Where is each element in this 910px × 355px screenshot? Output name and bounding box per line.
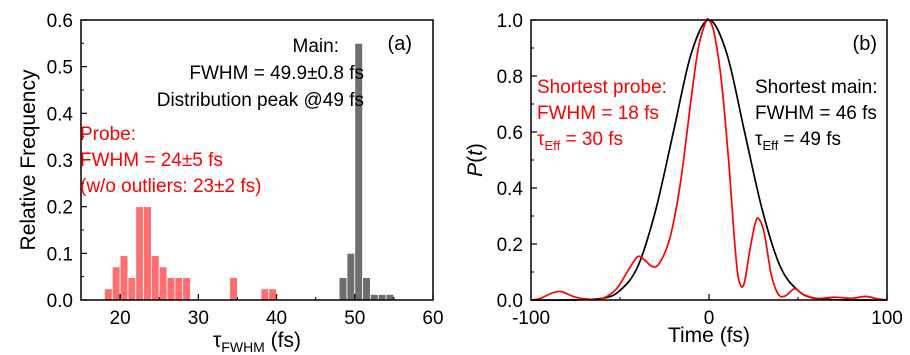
annotation-line: FWHM = 24±5 fs [80, 150, 223, 171]
annotation-probe-b: Shortest probe: FWHM = 18 fs τEff = 30 f… [537, 77, 667, 153]
y-tick-label: 0.4 [47, 104, 74, 125]
histogram-bar [260, 288, 270, 301]
histogram-bar [338, 277, 348, 301]
y-axis-label-a: Relative Frequency [17, 69, 40, 250]
y-tick-label: 0.4 [497, 179, 524, 200]
y-tick-label: 0.0 [497, 291, 523, 312]
x-tick-label: 60 [422, 308, 443, 329]
histogram-bar [174, 277, 184, 301]
annotation-line: τEff = 30 fs [537, 129, 623, 153]
histogram-bar [111, 266, 121, 301]
x-tick-label: 50 [344, 308, 365, 329]
histogram-bar [377, 293, 387, 301]
histogram-bar [150, 255, 160, 301]
annotation-probe-a: Probe: FWHM = 24±5 fs (w/o outliers: 23±… [80, 124, 262, 197]
histogram-bar [385, 293, 395, 301]
x-tick-label: -100 [512, 308, 550, 329]
histogram-bar [362, 277, 371, 301]
annotation-line: Distribution peak @49 fs [157, 90, 364, 111]
annotation-line: Shortest main: [755, 77, 878, 98]
y-tick-label: 0.3 [47, 151, 73, 172]
panel-b: -100 0 100 0.0 0.2 0.4 0.6 0.8 1.0 (b) P(t) Tim… [464, 11, 903, 347]
series-line [530, 19, 888, 301]
annotation-line: FWHM = 46 fs [755, 103, 877, 124]
y-tick-labels-a: 0.0 0.1 0.2 0.3 0.4 0.5 0.6 [47, 11, 74, 312]
panel-label-b: (b) [853, 33, 877, 55]
annotation-line: Shortest probe: [537, 77, 667, 98]
x-tick-label: 0 [704, 308, 715, 329]
y-tick-label: 0.8 [497, 67, 523, 88]
annotation-line: FWHM = 18 fs [537, 103, 659, 124]
histogram-bar [135, 206, 144, 301]
y-tick-labels-b: 0.0 0.2 0.4 0.6 0.8 1.0 [497, 11, 524, 312]
series-line [530, 17, 888, 301]
tick-marks-a [80, 19, 434, 301]
y-tick-label: 0.2 [497, 235, 523, 256]
annotation-line: τEff = 49 fs [755, 129, 841, 153]
y-tick-label: 0.5 [47, 58, 73, 79]
panel-label-a: (a) [388, 33, 412, 55]
histogram-bar [370, 293, 379, 301]
histogram-bar [143, 206, 152, 301]
annotation-line: Main: [293, 36, 339, 57]
histogram-bar [268, 288, 277, 301]
y-tick-label: 0.0 [47, 291, 73, 312]
histogram-bar [104, 288, 113, 301]
histogram-bar [346, 252, 356, 301]
x-tick-label: 100 [871, 308, 903, 329]
plot-frame-b [530, 19, 888, 301]
histogram-bar [166, 277, 176, 301]
y-tick-label: 0.6 [497, 123, 523, 144]
y-tick-label: 1.0 [497, 11, 523, 32]
x-tick-labels-a: 20 30 40 50 60 [110, 308, 444, 329]
x-tick-label: 30 [188, 308, 209, 329]
y-tick-label: 0.1 [47, 244, 73, 265]
x-tick-label: 20 [110, 308, 131, 329]
annotation-line: Probe: [80, 124, 136, 145]
annotation-line: FWHM = 49.9±0.8 fs [189, 63, 364, 84]
y-tick-label: 0.2 [47, 198, 73, 219]
x-axis-label-a: τFWHM (fs) [213, 329, 301, 355]
pulse-curves [530, 17, 888, 301]
annotation-line: (w/o outliers: 23±2 fs) [80, 176, 262, 197]
x-tick-label: 40 [266, 308, 287, 329]
histogram-bar [229, 277, 238, 301]
annotation-main-a: Main: FWHM = 49.9±0.8 fs Distribution pe… [157, 36, 364, 111]
histogram-bar [158, 266, 168, 301]
y-axis-label-b: P(t) [464, 143, 487, 177]
x-axis-label-b: Time (fs) [668, 324, 750, 347]
panel-a: 20 30 40 50 60 0.0 0.1 0.2 0.3 0.4 0.5 0.6 (a) Rel… [17, 11, 444, 355]
y-tick-label: 0.6 [47, 11, 73, 32]
annotation-main-b: Shortest main: FWHM = 46 fs τEff = 49 fs [755, 77, 878, 153]
histogram-bar [127, 277, 137, 301]
histogram-bars [104, 42, 395, 301]
histogram-bar [119, 255, 129, 301]
tick-marks-b [530, 19, 888, 301]
x-tick-labels-b: -100 0 100 [512, 308, 903, 329]
histogram-bar [182, 277, 191, 301]
